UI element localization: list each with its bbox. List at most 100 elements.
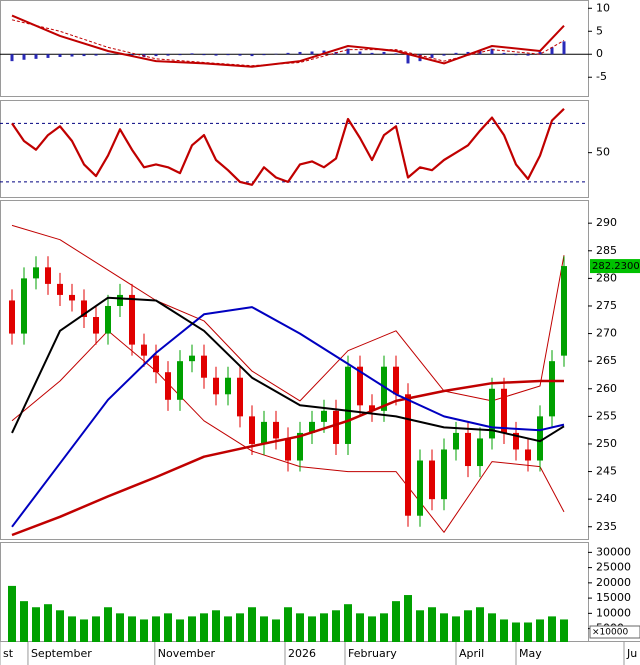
x-tick-label: November — [158, 647, 216, 660]
bar — [380, 613, 388, 642]
bar — [10, 54, 14, 62]
bar — [428, 607, 436, 642]
bar — [272, 619, 280, 642]
x-tick-label: September — [31, 647, 92, 660]
candle-body — [213, 377, 219, 395]
bar — [92, 616, 100, 642]
y-tick-label: 50 — [596, 146, 610, 159]
bar — [430, 54, 434, 58]
y-tick-label: 10 — [596, 1, 610, 14]
candle-body — [345, 366, 351, 444]
candle-body — [501, 388, 507, 433]
bar — [176, 619, 184, 642]
bar — [116, 613, 124, 642]
candle-body — [333, 410, 339, 444]
bar — [452, 616, 460, 642]
bar — [104, 607, 112, 642]
candle-body — [249, 416, 255, 444]
bar — [488, 613, 496, 642]
y-tick-label: 265 — [596, 354, 617, 367]
bar — [236, 613, 244, 642]
line — [11, 296, 565, 443]
candle-body — [177, 361, 183, 400]
bar — [368, 616, 376, 642]
bar — [466, 51, 470, 55]
x-tick-label: May — [519, 647, 542, 660]
bar — [382, 51, 386, 55]
bar — [358, 51, 362, 55]
bar — [214, 54, 218, 56]
unit-label: ×10000 — [592, 628, 628, 638]
candle-body — [321, 410, 327, 422]
bar — [550, 47, 554, 55]
candle-body — [357, 366, 363, 406]
candle-body — [117, 294, 123, 306]
bar — [296, 613, 304, 642]
bar — [404, 595, 412, 642]
last-price-label: 282.2300 — [592, 261, 640, 272]
bar — [440, 613, 448, 642]
bar — [80, 619, 88, 642]
candle-body — [297, 432, 303, 461]
line — [11, 306, 565, 528]
y-tick-label: 260 — [596, 382, 617, 395]
bar — [394, 53, 398, 55]
bar — [500, 619, 508, 642]
candle-body — [465, 432, 471, 467]
bar — [188, 616, 196, 642]
bar — [514, 54, 518, 56]
candle-body — [93, 317, 99, 334]
bar — [356, 613, 364, 642]
bar — [46, 54, 50, 58]
bar — [260, 616, 268, 642]
bar — [56, 610, 64, 642]
line — [11, 379, 564, 537]
bar — [344, 604, 352, 642]
line — [11, 19, 565, 67]
candle-body — [537, 416, 543, 461]
candle-body — [285, 438, 291, 461]
candle-body — [549, 361, 555, 417]
bar — [322, 50, 326, 55]
bar — [526, 54, 530, 56]
unit-box — [589, 625, 640, 639]
candle-body — [261, 421, 267, 444]
bar — [284, 607, 292, 642]
candle-body — [477, 438, 483, 467]
candle-body — [165, 372, 171, 400]
bar — [82, 54, 86, 57]
line — [11, 14, 565, 68]
bar — [332, 610, 340, 642]
candle-body — [201, 355, 207, 378]
y-tick-label: 285 — [596, 244, 617, 257]
bar — [286, 52, 290, 55]
bar — [370, 52, 374, 55]
bar — [464, 610, 472, 642]
candle-body — [57, 283, 63, 295]
bar — [224, 616, 232, 642]
candle-body — [525, 449, 531, 461]
candle-body — [273, 421, 279, 439]
bar — [94, 54, 98, 56]
bar — [262, 54, 266, 56]
bar — [248, 607, 256, 642]
candle-body — [189, 355, 195, 362]
bar — [34, 54, 38, 59]
bar — [490, 48, 494, 55]
y-tick-label: 30000 — [596, 545, 631, 558]
bar — [58, 54, 62, 58]
bar — [562, 41, 566, 55]
price-panel — [0, 200, 589, 540]
candle-body — [309, 421, 315, 433]
bar — [140, 619, 148, 642]
x-tick-label: st — [3, 647, 14, 660]
bar — [106, 53, 110, 55]
bar — [560, 619, 568, 642]
y-tick-label: 255 — [596, 409, 617, 422]
y-tick-label: 245 — [596, 465, 617, 478]
candle-body — [45, 267, 51, 284]
candle-body — [417, 460, 423, 516]
bar — [416, 610, 424, 642]
x-tick-label: Ju — [626, 647, 637, 660]
